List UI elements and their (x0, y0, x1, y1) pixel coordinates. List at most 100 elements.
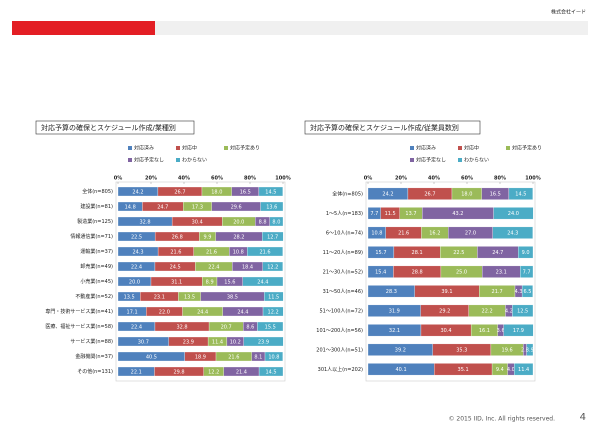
legend-label: 対応予定なし (134, 157, 164, 164)
bar-segment (520, 265, 534, 278)
value-label: 13.7 (405, 211, 416, 217)
x-tick-label: 60% (461, 176, 473, 182)
legend-label: 対応予定あり (512, 145, 542, 152)
x-tick-label: 100% (525, 176, 540, 182)
value-label: 31.1 (171, 279, 182, 285)
value-label: 22.4 (131, 324, 142, 330)
value-label: 16.5 (240, 189, 251, 195)
x-tick-label: 80% (494, 176, 506, 182)
value-label: 24.0 (508, 211, 519, 217)
value-label: 17.9 (513, 328, 524, 334)
category-label: 21～30人(n=52) (323, 269, 363, 275)
value-label: 28.8 (412, 270, 423, 276)
legend-label: 対応予定なし (416, 157, 446, 164)
category-label: 301人以上(n=202) (318, 366, 363, 373)
value-label: 22.4 (131, 264, 142, 270)
value-label: 12.5 (517, 309, 528, 315)
value-label: 25.0 (456, 270, 467, 276)
value-label: 9.0 (522, 250, 530, 256)
value-label: 15.7 (375, 250, 386, 256)
x-tick-label: 40% (178, 176, 190, 182)
value-label: 9.9 (204, 234, 212, 240)
value-label: 39.1 (441, 289, 452, 295)
value-label: 22.5 (453, 250, 464, 256)
x-tick-label: 0% (114, 176, 123, 182)
category-label: 製造業(n=125) (77, 218, 113, 225)
value-label: 3.9 (526, 348, 534, 354)
value-label: 17.3 (192, 204, 203, 210)
value-label: 7.7 (370, 211, 378, 217)
legend-swatch (458, 158, 462, 162)
company: 株式会社イード (551, 9, 586, 16)
category-label: 全体(n=805) (332, 190, 363, 197)
value-label: 18.4 (242, 264, 253, 270)
x-tick-label: 20% (395, 176, 407, 182)
bar-segment (492, 226, 533, 239)
bar-segment (264, 291, 284, 302)
value-label: 3.6 (497, 328, 505, 334)
category-label: 専門・技術サービス業(n=41) (45, 308, 113, 315)
copyright: © 2015 IID, Inc. All rights reserved. (449, 416, 556, 423)
value-label: 30.7 (138, 339, 149, 345)
value-label: 7.7 (523, 270, 531, 276)
legend-swatch (410, 158, 414, 162)
plot-frame (365, 181, 536, 382)
value-label: 10.8 (371, 231, 382, 237)
value-label: 14.5 (265, 369, 276, 375)
header-band (12, 21, 155, 35)
x-tick-label: 20% (145, 176, 157, 182)
legend-swatch (176, 146, 180, 150)
bar-segment (503, 324, 534, 337)
value-label: 35.1 (458, 367, 469, 373)
value-label: 15.4 (375, 270, 386, 276)
legend-swatch (224, 146, 228, 150)
bar-segment (514, 363, 534, 376)
value-label: 21.6 (170, 249, 181, 255)
x-tick-label: 80% (244, 176, 256, 182)
category-label: 運輸業(n=37) (80, 248, 113, 255)
value-label: 13.5 (184, 294, 195, 300)
bar-segment (257, 321, 284, 332)
value-label: 4.0 (507, 367, 515, 373)
value-label: 20.0 (233, 219, 244, 225)
value-label: 22.5 (131, 234, 142, 240)
value-label: 24.4 (257, 279, 268, 285)
header-band-gray (155, 21, 588, 35)
bar-segment (258, 186, 283, 197)
value-label: 43.2 (452, 211, 463, 217)
value-label: 8.8 (259, 219, 267, 225)
bar-segment (262, 261, 283, 272)
bar-segment (521, 285, 533, 298)
value-label: 35.3 (456, 348, 467, 354)
category-label: 情報通信業(n=71) (70, 233, 113, 240)
page-number: 4 (580, 412, 586, 423)
value-label: 8.1 (254, 354, 262, 360)
x-tick-label: 100% (275, 176, 290, 182)
value-label: 12.2 (267, 264, 278, 270)
bar-segment (243, 336, 284, 347)
bar-segment (247, 246, 283, 257)
value-label: 23.1 (496, 270, 507, 276)
legend-label: 対応中 (464, 145, 479, 152)
chart-title: 対応予算の確保とスケジュール作成/従業員数別 (310, 123, 459, 132)
value-label: 18.0 (211, 189, 222, 195)
bar-segment (242, 276, 284, 287)
value-label: 24.4 (237, 309, 248, 315)
value-label: 22.0 (159, 309, 170, 315)
category-label: 31～50人(n=46) (323, 289, 363, 295)
category-label: 全体(n=805) (82, 188, 113, 195)
bar-segment (269, 216, 284, 227)
value-label: 12.2 (268, 309, 279, 315)
category-label: 6～10人(n=74) (326, 230, 363, 236)
value-label: 21.7 (492, 289, 503, 295)
legend-swatch (506, 146, 510, 150)
value-label: 15.5 (265, 324, 276, 330)
value-label: 28.3 (386, 289, 397, 295)
category-label: 小売業(n=45) (80, 278, 113, 285)
value-label: 21.6 (228, 354, 239, 360)
value-label: 10.8 (233, 249, 244, 255)
value-label: 13.5 (124, 294, 135, 300)
value-label: 19.6 (502, 348, 513, 354)
bar-segment (508, 187, 533, 200)
